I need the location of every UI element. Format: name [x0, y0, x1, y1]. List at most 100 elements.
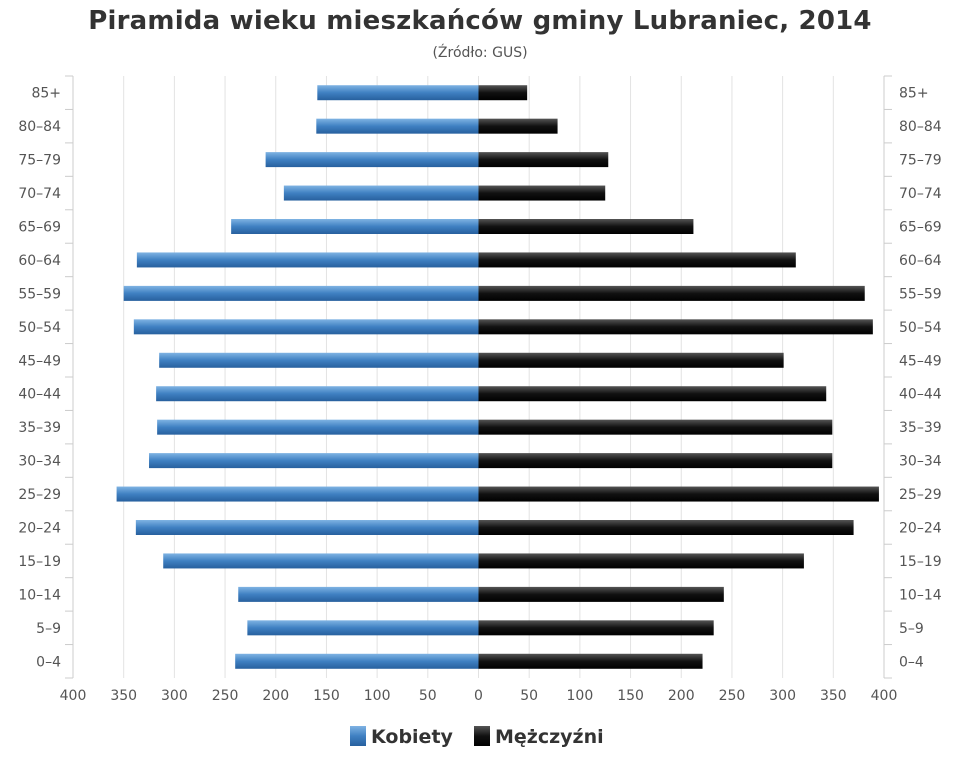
bar-mezczyzni-2	[478, 152, 609, 168]
y-tick-label-left: 60–64	[18, 253, 61, 269]
y-tick-label-left: 15–19	[18, 554, 61, 570]
bar-mezczyzni-1	[478, 118, 558, 134]
bar-kobiety-12	[116, 486, 479, 502]
x-tick-label: 100	[364, 688, 391, 704]
x-tick-label: 400	[871, 688, 898, 704]
y-tick-label-right: 10–14	[899, 587, 942, 603]
x-tick-label: 350	[110, 688, 137, 704]
y-tick-label-left: 35–39	[18, 420, 61, 436]
y-tick-label-right: 55–59	[899, 286, 942, 302]
y-tick-label-left: 55–59	[18, 286, 61, 302]
y-tick-label-right: 15–19	[899, 554, 942, 570]
bar-mezczyzni-4	[478, 219, 694, 234]
bar-kobiety-9	[156, 386, 479, 402]
bar-kobiety-5	[136, 252, 479, 268]
x-tick-label: 300	[161, 688, 188, 704]
bar-mezczyzni-13	[478, 520, 854, 535]
x-tick-label: 50	[419, 688, 437, 704]
label-layer: 400 350 300 250 200 150 100 50 0 50 100 150 200 250 30…	[18, 86, 941, 704]
y-tick-label-right: 25–29	[899, 487, 942, 503]
y-tick-label-left: 20–24	[18, 521, 61, 537]
bar-kobiety-0	[317, 85, 479, 101]
y-tick-label-right: 70–74	[899, 186, 942, 202]
y-tick-label-left: 5–9	[36, 621, 61, 637]
legend-label-kobiety: Kobiety	[371, 726, 454, 748]
y-tick-label-right: 20–24	[899, 521, 942, 537]
legend-swatch-mezczyzni	[474, 726, 490, 746]
x-tick-label: 150	[313, 688, 340, 704]
y-tick-label-right: 35–39	[899, 420, 942, 436]
y-tick-label-left: 50–54	[18, 320, 61, 336]
x-tick-label: 300	[769, 688, 796, 704]
x-tick-label: 0	[474, 688, 483, 704]
axis-layer	[65, 75, 892, 679]
bar-mezczyzni-9	[478, 386, 827, 402]
bar-kobiety-1	[316, 118, 479, 134]
y-tick-label-left: 45–49	[18, 353, 61, 369]
bar-mezczyzni-11	[478, 453, 833, 469]
y-tick-label-left: 70–74	[18, 186, 61, 202]
chart-title: Piramida wieku mieszkańców gminy Lubrani…	[88, 6, 872, 36]
y-tick-label-right: 5–9	[899, 621, 924, 637]
x-tick-label: 250	[212, 688, 239, 704]
bar-kobiety-15	[238, 586, 479, 602]
bar-kobiety-11	[149, 453, 479, 469]
y-tick-label-left: 65–69	[18, 220, 61, 236]
bar-mezczyzni-16	[478, 620, 714, 636]
bar-mezczyzni-17	[478, 653, 703, 669]
bar-kobiety-14	[163, 553, 479, 569]
legend-label-mezczyzni: Mężczyźni	[495, 726, 604, 748]
bar-mezczyzni-15	[478, 586, 724, 602]
y-tick-label-right: 30–34	[899, 454, 942, 470]
bar-kobiety-17	[235, 653, 479, 669]
x-tick-label: 400	[60, 688, 87, 704]
x-tick-label: 200	[668, 688, 695, 704]
bar-mezczyzni-3	[478, 185, 606, 201]
bar-mezczyzni-14	[478, 553, 804, 569]
y-tick-label-right: 75–79	[899, 153, 942, 169]
bar-mezczyzni-5	[478, 252, 796, 268]
bar-kobiety-2	[265, 152, 479, 168]
bar-kobiety-16	[247, 620, 479, 636]
y-tick-label-left: 75–79	[18, 153, 61, 169]
y-tick-label-left: 30–34	[18, 454, 61, 470]
y-tick-label-left: 10–14	[18, 587, 61, 603]
x-tick-label: 100	[567, 688, 594, 704]
y-tick-label-right: 50–54	[899, 320, 942, 336]
x-tick-label: 150	[617, 688, 644, 704]
y-tick-label-left: 25–29	[18, 487, 61, 503]
y-tick-label-left: 80–84	[18, 119, 61, 135]
y-tick-label-left: 40–44	[18, 387, 61, 403]
legend-swatch-kobiety	[350, 726, 366, 746]
y-tick-label-right: 0–4	[899, 654, 924, 670]
y-tick-label-right: 60–64	[899, 253, 942, 269]
bar-kobiety-6	[123, 285, 479, 301]
bar-mezczyzni-6	[478, 285, 865, 301]
bar-kobiety-3	[283, 185, 479, 201]
y-tick-label-right: 65–69	[899, 220, 942, 236]
chart-subtitle: (Źródło: GUS)	[432, 45, 528, 61]
x-tick-label: 350	[820, 688, 847, 704]
bar-kobiety-13	[135, 520, 479, 535]
y-tick-label-left: 0–4	[36, 654, 61, 670]
bar-layer	[116, 85, 879, 669]
bar-kobiety-4	[231, 219, 479, 234]
bar-mezczyzni-12	[478, 486, 879, 502]
bar-mezczyzni-7	[478, 319, 873, 335]
y-tick-label-right: 45–49	[899, 353, 942, 369]
y-tick-label-left: 85+	[31, 86, 61, 102]
x-tick-label: 200	[262, 688, 289, 704]
x-tick-label: 50	[520, 688, 538, 704]
y-tick-label-right: 85+	[899, 86, 929, 102]
bar-kobiety-7	[133, 319, 479, 335]
legend: Kobiety Mężczyźni	[350, 726, 604, 748]
bar-mezczyzni-10	[478, 419, 833, 435]
bar-kobiety-8	[159, 352, 479, 368]
x-tick-label: 250	[719, 688, 746, 704]
bar-kobiety-10	[157, 419, 479, 435]
bar-mezczyzni-8	[478, 352, 784, 368]
bar-mezczyzni-0	[478, 85, 528, 101]
y-tick-label-right: 40–44	[899, 387, 942, 403]
y-tick-label-right: 80–84	[899, 119, 942, 135]
